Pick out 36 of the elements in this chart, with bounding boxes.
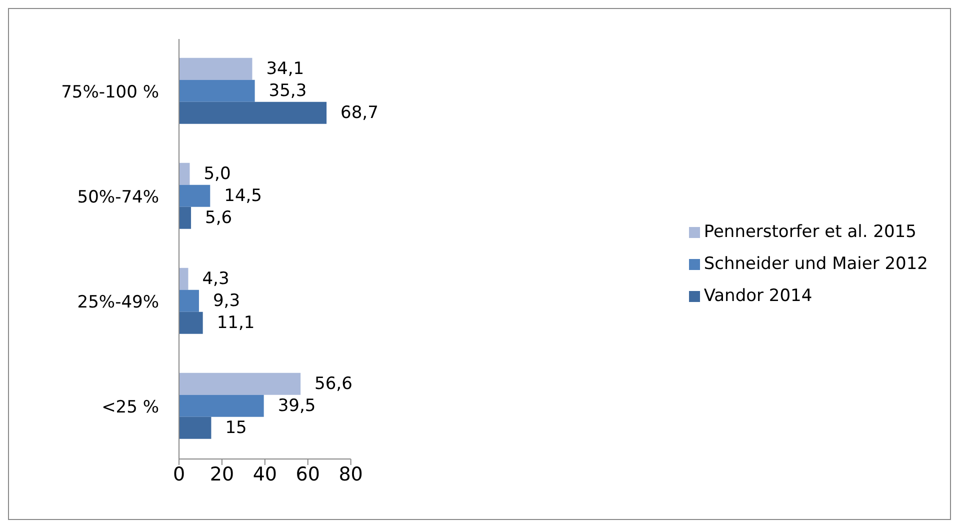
data-label: 11,1 <box>216 312 255 333</box>
bar <box>179 162 190 185</box>
legend-label: Vandor 2014 <box>704 286 812 306</box>
y-tick-label: 75%-100 % <box>61 82 159 103</box>
data-label: 68,7 <box>340 102 378 123</box>
x-tick-label: 80 <box>338 463 363 486</box>
bar <box>179 312 203 334</box>
bar <box>179 372 301 395</box>
bar <box>179 416 212 439</box>
bar <box>179 290 199 312</box>
bar <box>179 394 264 417</box>
data-label: 5,6 <box>205 208 232 228</box>
data-label: 9,3 <box>212 290 240 311</box>
bar <box>179 268 188 290</box>
bar <box>179 184 210 207</box>
x-tick-label: 40 <box>252 463 277 486</box>
data-label: 15 <box>225 418 247 438</box>
bar <box>179 206 192 229</box>
y-tick-label: 25%-49% <box>77 292 159 313</box>
bar <box>179 80 255 102</box>
y-tick-label: 50%-74% <box>77 188 159 208</box>
legend-label: Schneider und Maier 2012 <box>704 254 928 274</box>
bar <box>179 102 327 124</box>
legend-label: Pennerstorfer et al. 2015 <box>704 222 916 242</box>
data-label: 5,0 <box>204 164 231 184</box>
bar <box>179 58 252 80</box>
x-tick-label: 20 <box>210 463 234 486</box>
x-tick-label: 60 <box>296 463 320 486</box>
data-label: 14,5 <box>224 186 262 206</box>
data-label: 34,1 <box>266 58 304 79</box>
y-tick-label: <25 % <box>102 398 159 418</box>
data-label: 39,5 <box>278 396 316 416</box>
data-label: 4,3 <box>202 268 230 289</box>
x-tick-label: 0 <box>172 463 186 486</box>
data-label: 35,3 <box>268 80 307 101</box>
data-label: 56,6 <box>314 374 352 394</box>
